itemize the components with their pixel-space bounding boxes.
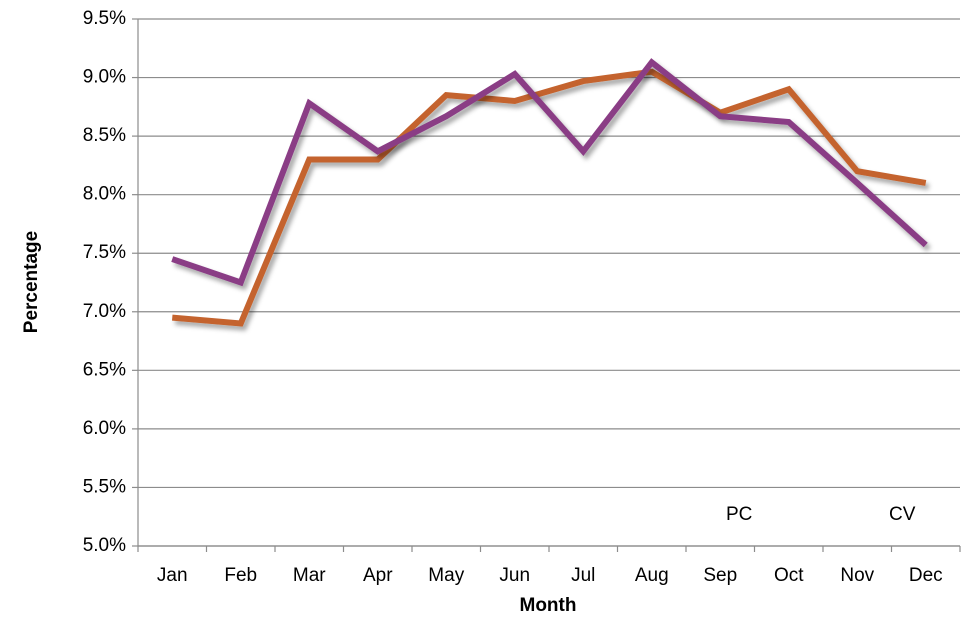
x-tick-label: Jan bbox=[157, 565, 188, 586]
y-tick-label: 6.5% bbox=[83, 359, 126, 380]
x-tick-label: May bbox=[428, 565, 464, 586]
line-series bbox=[171, 68, 927, 327]
y-tick-label: 9.5% bbox=[83, 8, 126, 29]
y-tick-label: 7.5% bbox=[83, 242, 126, 263]
line-series bbox=[171, 58, 928, 287]
x-tick-label: Oct bbox=[774, 565, 804, 586]
y-tick-label: 6.0% bbox=[83, 418, 126, 439]
y-tick-label: 5.0% bbox=[83, 535, 126, 556]
legend-label: CV bbox=[889, 504, 916, 525]
x-tick-label: Nov bbox=[840, 565, 874, 586]
x-tick-label: Feb bbox=[224, 565, 257, 586]
x-tick-label: Apr bbox=[363, 565, 393, 586]
legend: PC CV bbox=[658, 504, 916, 525]
y-tick-label: 9.0% bbox=[83, 67, 126, 88]
x-tick-label: Jun bbox=[499, 565, 530, 586]
y-tick-label: 5.5% bbox=[83, 476, 126, 497]
y-tick-label: 7.0% bbox=[83, 301, 126, 322]
y-axis-label: Percentage bbox=[21, 231, 42, 333]
x-axis-label: Month bbox=[520, 595, 577, 616]
x-tick-label: Sep bbox=[703, 565, 737, 586]
legend-label: PC bbox=[726, 504, 752, 525]
x-tick-label: Jul bbox=[571, 565, 595, 586]
x-tick-label: Aug bbox=[635, 565, 669, 586]
y-tick-label: 8.5% bbox=[83, 125, 126, 146]
y-tick-label: 8.0% bbox=[83, 184, 126, 205]
x-tick-label: Dec bbox=[909, 565, 943, 586]
x-tick-label: Mar bbox=[293, 565, 326, 586]
